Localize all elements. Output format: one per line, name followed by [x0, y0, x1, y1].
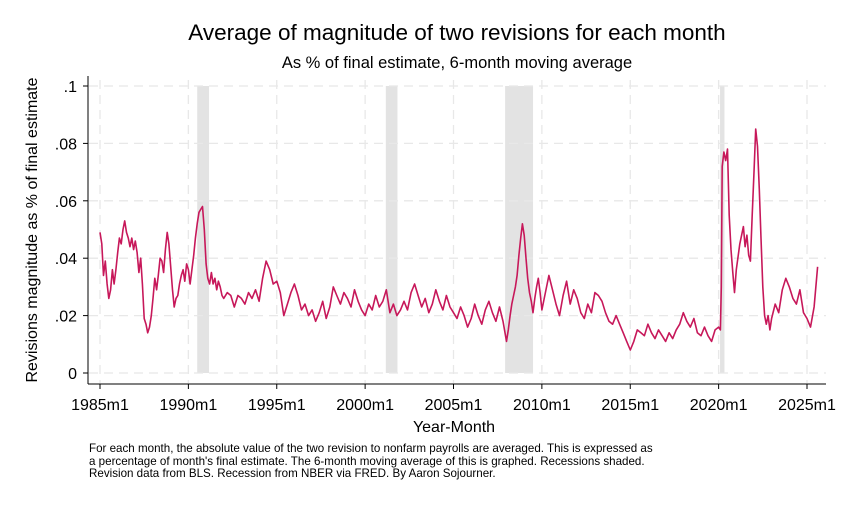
x-tick-label: 2015m1 — [601, 397, 659, 414]
x-axis-title: Year-Month — [413, 419, 495, 436]
note-line-3: Revision data from BLS. Recession from N… — [89, 467, 496, 481]
series-line — [99, 128, 819, 351]
y-tick-label: .02 — [55, 309, 77, 326]
y-tick-label: .04 — [55, 251, 77, 268]
x-tick-label: 2020m1 — [690, 397, 748, 414]
plot-area: 0 .02 .04 .06 .08 .1 1985m1 1990m1 1995m1 2000m1 2… — [55, 76, 836, 414]
x-tick-label: 1990m1 — [159, 397, 217, 414]
y-tick-label: .06 — [55, 194, 77, 211]
y-tick-label: .08 — [55, 136, 77, 153]
chart-note: For each month, the absolute value of th… — [89, 442, 809, 481]
note-line-2: a percentage of month's final estimate. … — [89, 454, 645, 468]
x-tick-label: 2025m1 — [778, 397, 836, 414]
chart-subtitle: As % of final estimate, 6-month moving a… — [282, 54, 632, 72]
y-tick-label: 0 — [68, 366, 77, 383]
x-tick-label: 2005m1 — [425, 397, 483, 414]
x-tick-label: 2000m1 — [336, 397, 394, 414]
recession-band-2 — [385, 86, 398, 373]
note-line-1: For each month, the absolute value of th… — [89, 442, 653, 455]
y-axis-title: Revisions magnitude as % of final estima… — [24, 77, 41, 382]
x-tick-label: 2010m1 — [513, 397, 571, 414]
chart-title: Average of magnitude of two revisions fo… — [188, 20, 725, 45]
y-tick-label: .1 — [64, 79, 77, 96]
recession-band-1 — [197, 86, 210, 373]
x-tick-label: 1995m1 — [248, 397, 306, 414]
recession-band-3 — [505, 86, 534, 373]
x-tick-label: 1985m1 — [71, 397, 129, 414]
